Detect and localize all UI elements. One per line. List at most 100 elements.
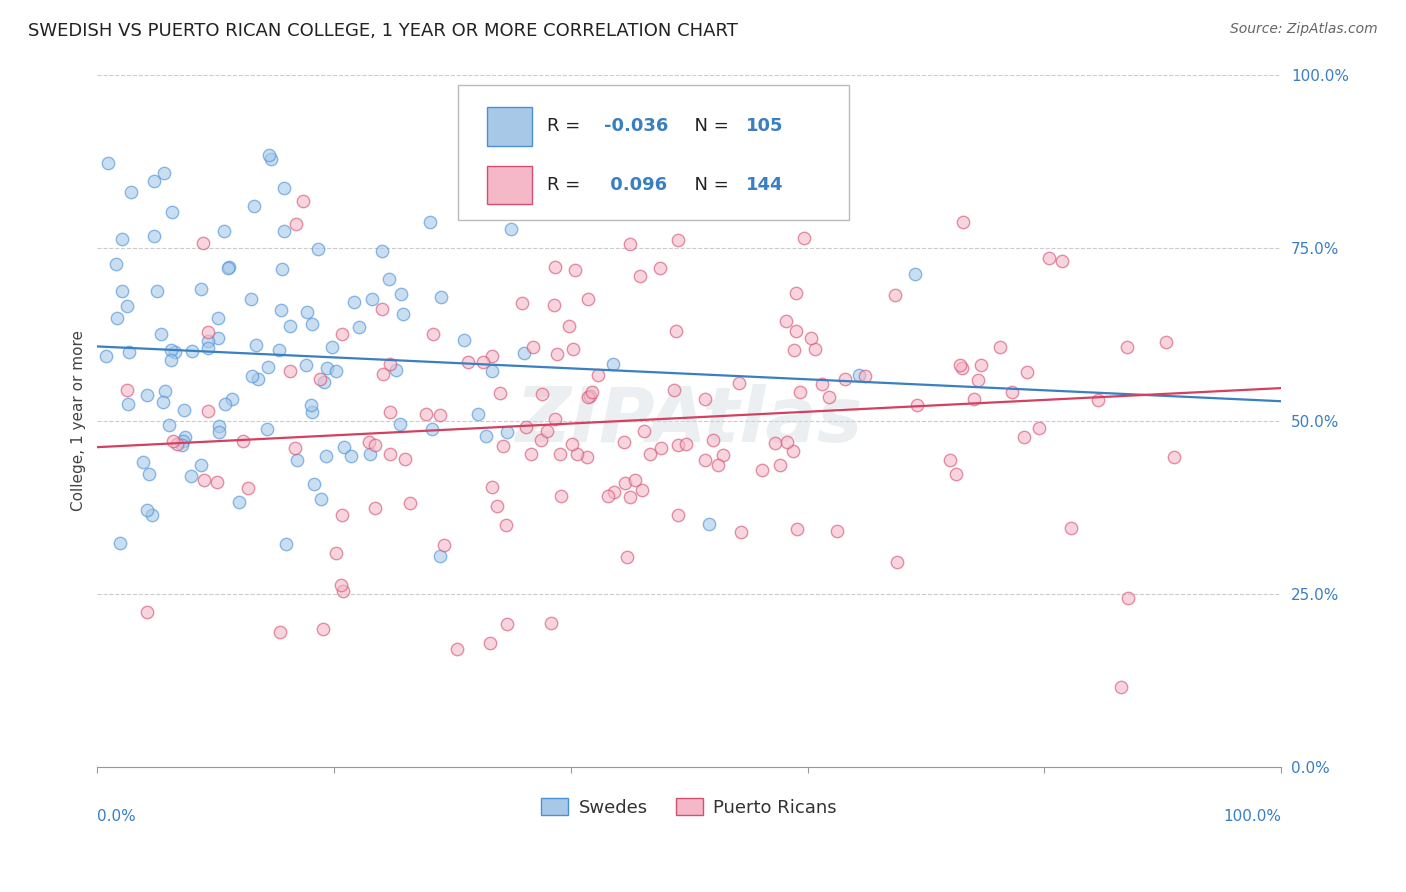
Point (711, 448, 734, 462)
Point (120, 185, 142, 199)
Point (278, 319, 301, 334)
Point (136, 503, 159, 517)
Point (419, 215, 441, 229)
Point (578, 389, 600, 403)
Point (429, 549, 451, 563)
Point (1001, 384, 1024, 399)
Point (581, 385, 603, 400)
Point (111, 232, 134, 246)
Point (666, 438, 689, 452)
Point (576, 390, 599, 404)
Point (97, 156, 120, 170)
Point (332, 584, 354, 599)
Point (325, 546, 347, 560)
Point (378, 447, 401, 461)
Point (359, 447, 381, 461)
Point (302, 477, 325, 491)
Point (333, 440, 356, 454)
Point (564, 262, 586, 277)
Point (143, 229, 166, 244)
Point (385, 362, 408, 376)
Point (422, 327, 444, 342)
Point (536, 424, 558, 438)
Text: R =: R = (547, 177, 586, 194)
Point (938, 452, 960, 467)
Text: 0.096: 0.096 (605, 177, 666, 194)
Point (763, 435, 786, 450)
Point (630, 483, 652, 498)
Point (613, 475, 636, 490)
Point (952, 214, 974, 228)
Point (548, 447, 571, 461)
Point (105, 310, 128, 325)
Point (848, 368, 870, 383)
Point (221, 392, 243, 406)
Point (598, 489, 620, 503)
Point (330, 508, 353, 522)
Point (193, 473, 215, 487)
Point (394, 451, 416, 466)
Point (104, 256, 127, 270)
Point (205, 475, 228, 489)
Point (246, 372, 269, 386)
Point (575, 450, 598, 465)
Point (218, 260, 240, 275)
Point (166, 437, 188, 451)
Text: 144: 144 (747, 177, 783, 194)
Point (1038, 251, 1060, 265)
Point (208, 418, 231, 433)
Point (520, 447, 543, 461)
Point (111, 285, 134, 299)
Point (316, 360, 339, 375)
Text: N =: N = (683, 118, 735, 136)
Point (260, 152, 283, 166)
Point (389, 287, 412, 301)
Point (197, 341, 219, 355)
Point (232, 434, 254, 448)
Point (664, 324, 686, 338)
Point (162, 434, 184, 448)
Point (786, 522, 808, 536)
Point (727, 376, 749, 390)
Point (285, 453, 308, 467)
Point (628, 269, 651, 284)
Point (150, 327, 173, 342)
Point (170, 438, 193, 452)
Point (775, 313, 797, 327)
Point (905, 398, 928, 412)
Point (278, 364, 301, 378)
Point (118, 345, 141, 359)
Point (208, 425, 231, 440)
Point (540, 615, 562, 630)
Point (115, 383, 138, 397)
Text: 0.0%: 0.0% (97, 809, 136, 824)
Point (141, 508, 163, 523)
Point (804, 342, 827, 356)
Text: SWEDISH VS PUERTO RICAN COLLEGE, 1 YEAR OR MORE CORRELATION CHART: SWEDISH VS PUERTO RICAN COLLEGE, 1 YEAR … (28, 22, 738, 40)
Point (343, 294, 366, 309)
Point (638, 447, 661, 461)
Point (257, 148, 280, 162)
Point (544, 411, 567, 425)
Point (197, 334, 219, 348)
Point (173, 402, 195, 417)
Point (240, 369, 263, 384)
Point (364, 500, 387, 515)
Point (284, 442, 307, 456)
Point (273, 224, 295, 238)
Point (117, 397, 139, 411)
Point (349, 320, 371, 334)
Point (481, 479, 503, 493)
Point (433, 538, 456, 552)
Point (588, 368, 610, 382)
Point (371, 367, 394, 381)
Point (138, 467, 160, 481)
Point (702, 433, 724, 447)
Point (340, 449, 363, 463)
Point (561, 437, 583, 451)
Point (1109, 680, 1132, 694)
Point (301, 405, 323, 419)
Point (550, 489, 572, 503)
Point (392, 307, 415, 321)
Point (546, 347, 568, 361)
